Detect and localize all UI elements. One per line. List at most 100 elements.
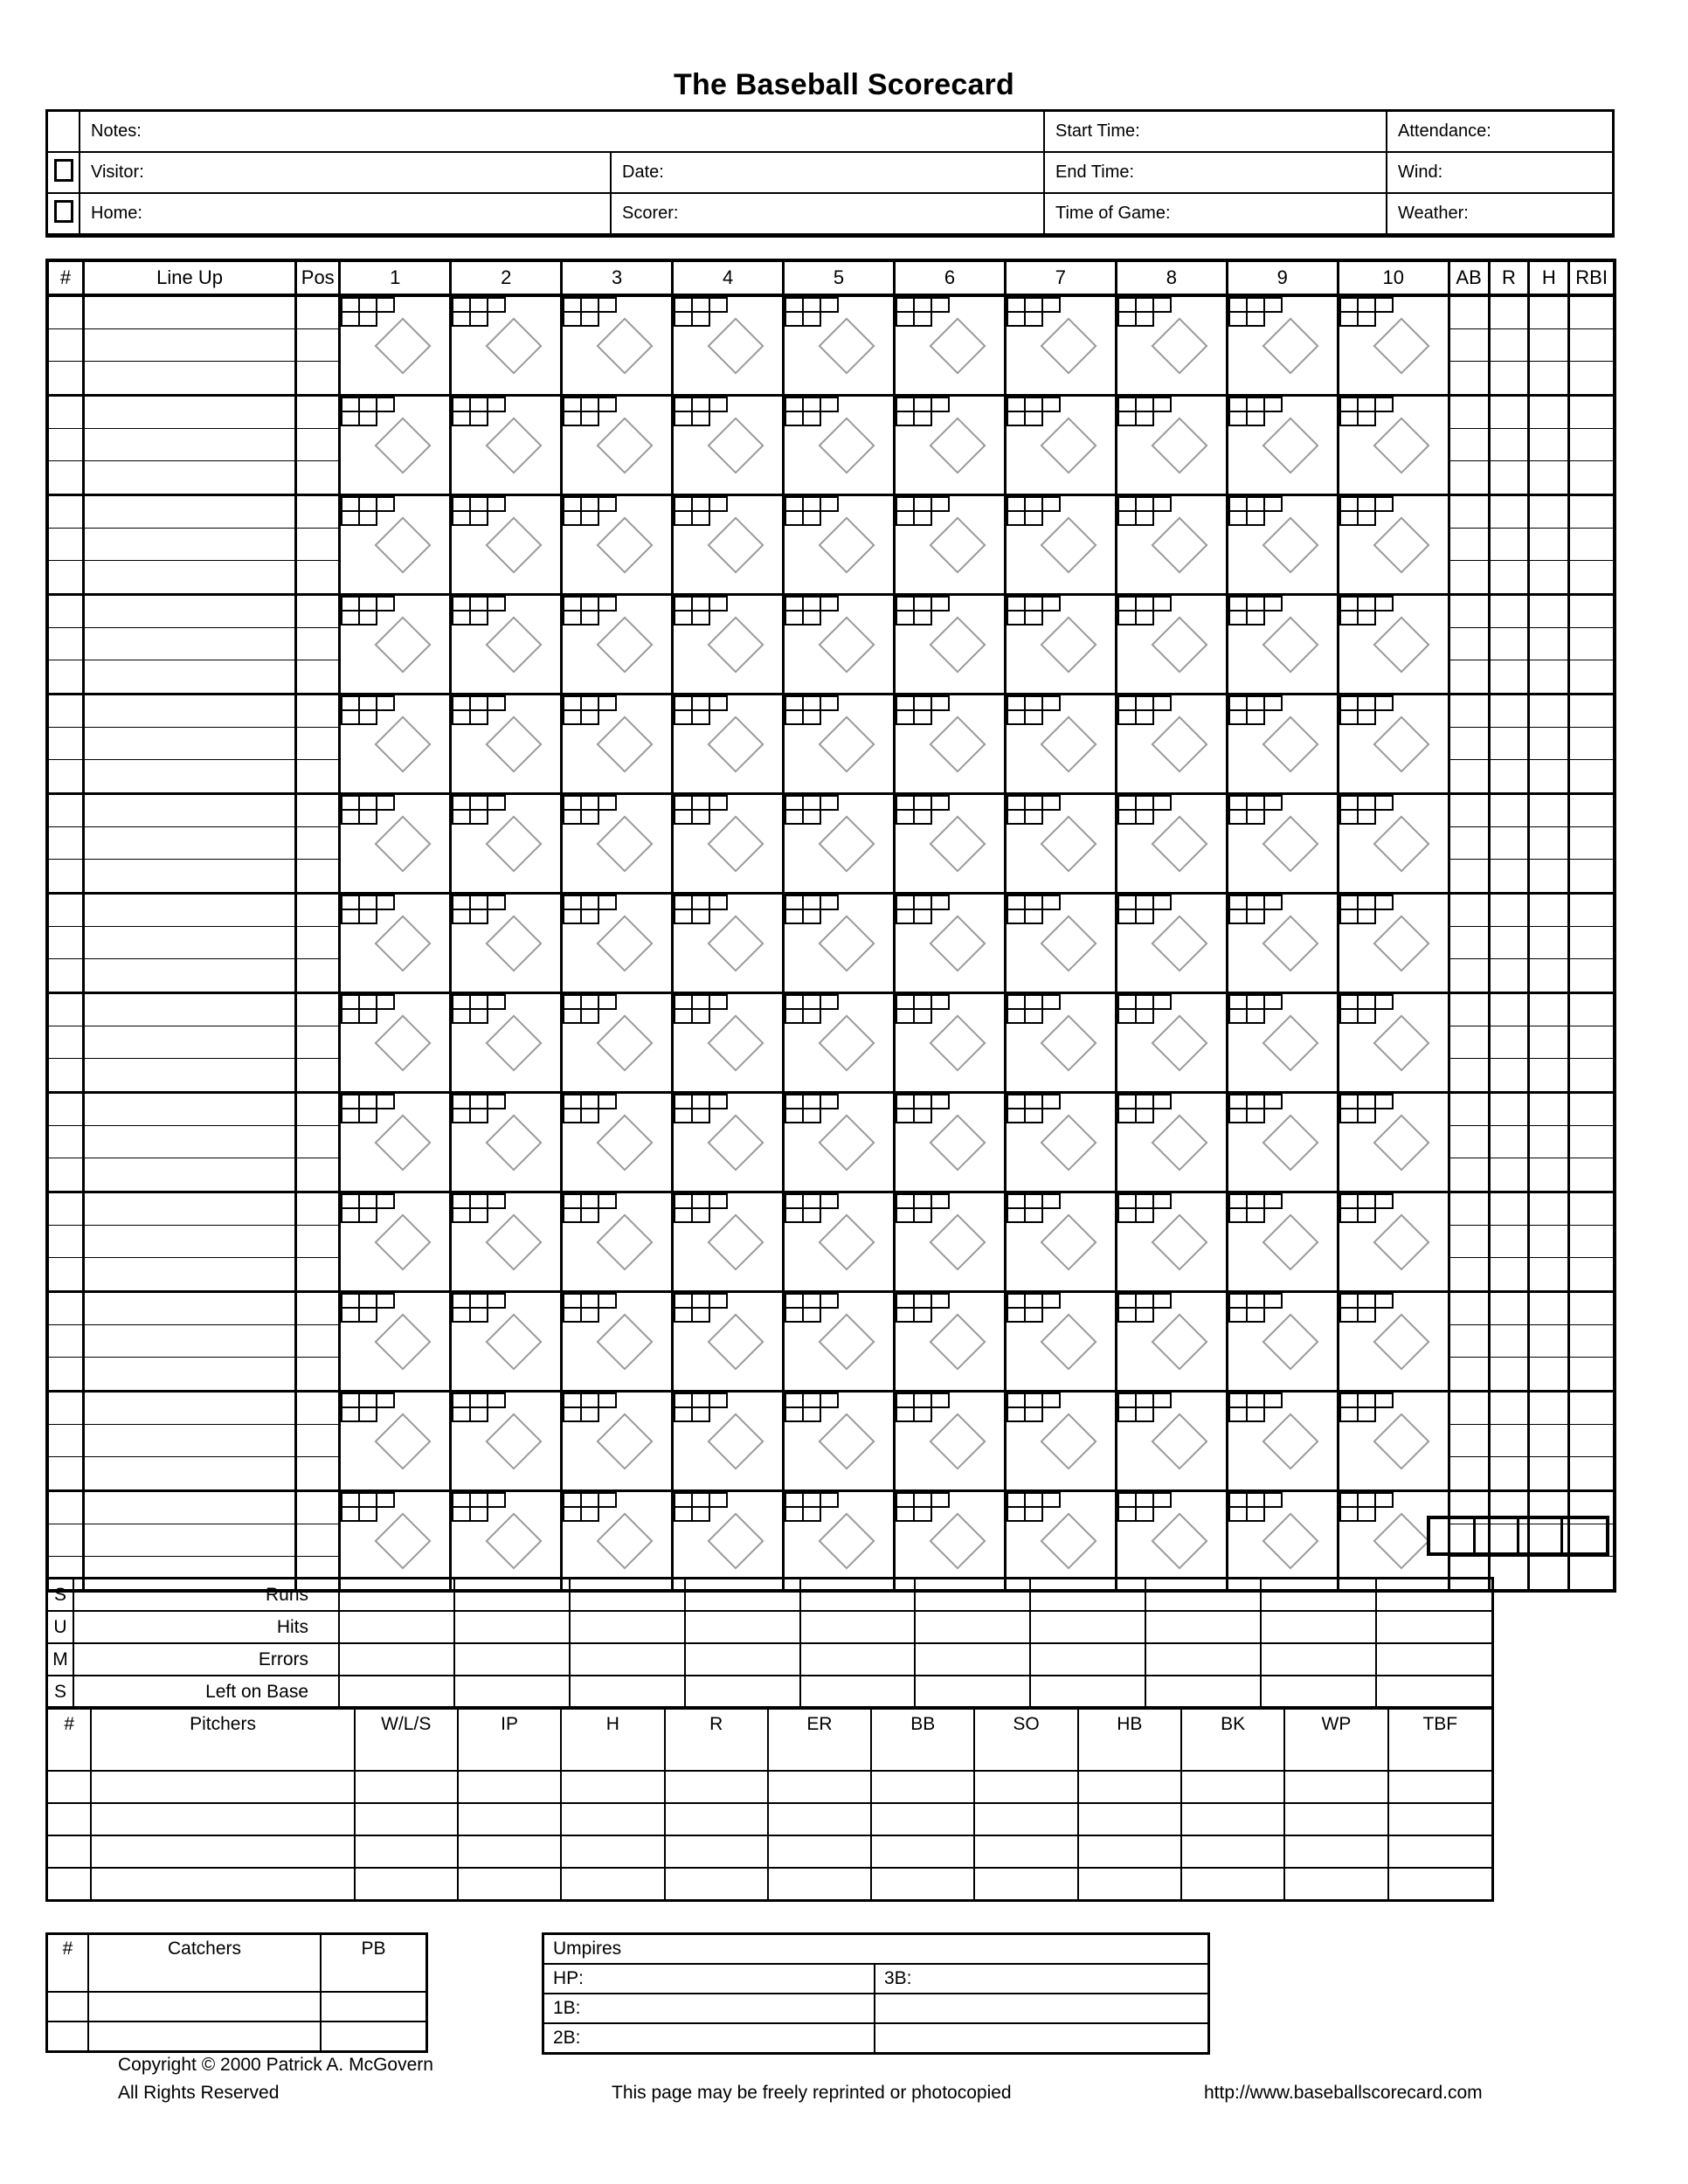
player-name-1-input[interactable] [84, 297, 295, 329]
inning-cell-p10-i8[interactable] [1116, 1192, 1228, 1293]
ball-box-1[interactable] [674, 610, 694, 625]
inning-cell-p1-i10[interactable] [1338, 295, 1450, 397]
strike-box-3[interactable] [820, 1094, 840, 1109]
ball-box-1[interactable] [1006, 809, 1026, 825]
player-number-8-input[interactable] [49, 1059, 82, 1091]
base-diamond[interactable] [707, 815, 764, 873]
ball-box-2[interactable] [1356, 809, 1376, 825]
base-diamond[interactable] [707, 417, 764, 474]
player-name-5-input[interactable] [85, 760, 294, 792]
player-8-stat-h-input[interactable] [1530, 1059, 1567, 1091]
player-3-stat-rbi-input[interactable] [1570, 561, 1613, 593]
pitchers-cell[interactable] [1180, 1835, 1286, 1869]
ball-box-1[interactable] [341, 1506, 361, 1522]
ball-box-1[interactable] [1117, 610, 1137, 625]
ball-box-1[interactable] [452, 411, 472, 426]
base-diamond[interactable] [1262, 1512, 1319, 1570]
player-4-stat-r-input[interactable] [1490, 596, 1528, 628]
wind-field[interactable]: Wind: [1386, 151, 1612, 194]
ball-box-2[interactable] [358, 709, 378, 725]
ball-box-2[interactable] [358, 411, 378, 426]
player-1-stat-rbi-input[interactable] [1570, 362, 1613, 394]
ball-box-1[interactable] [341, 1307, 361, 1323]
strike-box-3[interactable] [820, 994, 840, 1010]
base-diamond[interactable] [485, 1114, 543, 1171]
ball-box-1[interactable] [674, 510, 694, 526]
player-name-13-input[interactable] [84, 1492, 295, 1524]
strike-box-3[interactable] [598, 795, 618, 811]
ball-box-2[interactable] [802, 610, 822, 625]
player-9-stat-r-input[interactable] [1490, 1094, 1528, 1126]
strike-box-3[interactable] [930, 1393, 950, 1408]
player-8-stat-rbi-input[interactable] [1570, 1026, 1613, 1059]
total-rbi[interactable] [1562, 1519, 1606, 1552]
inning-cell-p5-i1[interactable] [339, 694, 453, 795]
sums-cell[interactable] [799, 1676, 917, 1707]
ball-box-2[interactable] [912, 1108, 932, 1123]
strike-box-3[interactable] [820, 695, 840, 711]
ball-box-2[interactable] [580, 1108, 600, 1123]
strike-box-3[interactable] [1373, 596, 1394, 612]
ball-box-1[interactable] [563, 809, 583, 825]
base-diamond[interactable] [1040, 1014, 1097, 1072]
base-diamond[interactable] [596, 317, 654, 375]
ball-box-1[interactable] [1117, 510, 1137, 526]
strike-box-3[interactable] [930, 596, 950, 612]
inning-cell-p8-i5[interactable] [783, 992, 896, 1094]
pitchers-cell[interactable] [48, 1771, 93, 1804]
base-diamond[interactable] [596, 1413, 654, 1470]
ball-box-2[interactable] [691, 610, 711, 625]
sums-cell[interactable] [1030, 1611, 1147, 1644]
ball-box-1[interactable] [674, 1307, 694, 1323]
player-number-10-input[interactable] [49, 1193, 82, 1226]
player-name-2-input[interactable] [84, 428, 295, 461]
inning-cell-p11-i8[interactable] [1116, 1291, 1228, 1393]
player-8-stat-ab-input[interactable] [1449, 1026, 1488, 1059]
player-11-stat-r-input[interactable] [1490, 1293, 1528, 1325]
ball-box-1[interactable] [674, 909, 694, 924]
ball-box-1[interactable] [563, 1207, 583, 1223]
player-3-stat-h-input[interactable] [1530, 496, 1568, 529]
sums-cell[interactable] [1261, 1579, 1378, 1612]
base-diamond[interactable] [818, 516, 875, 574]
inning-cell-p5-i6[interactable] [894, 694, 1007, 795]
player-4-stat-r-input[interactable] [1491, 660, 1528, 693]
sums-cell[interactable] [1376, 1579, 1491, 1612]
player-12-stat-ab-input[interactable] [1449, 1393, 1488, 1425]
ball-box-1[interactable] [785, 1506, 805, 1522]
base-diamond[interactable] [374, 1413, 432, 1470]
strike-box-3[interactable] [376, 397, 396, 412]
inning-cell-p7-i8[interactable] [1116, 893, 1228, 994]
ball-box-2[interactable] [691, 1008, 711, 1024]
ball-box-2[interactable] [1245, 709, 1265, 725]
base-diamond[interactable] [374, 616, 432, 674]
base-diamond[interactable] [707, 1014, 764, 1072]
ball-box-2[interactable] [802, 1008, 822, 1024]
pitchers-cell[interactable] [1180, 1739, 1286, 1772]
ball-box-2[interactable] [1356, 709, 1376, 725]
player-1-stat-ab-input[interactable] [1449, 328, 1488, 362]
visitor-checkbox[interactable] [53, 158, 73, 182]
base-diamond[interactable] [485, 516, 543, 574]
ball-box-1[interactable] [674, 1008, 694, 1024]
player-name-9-input[interactable] [84, 1125, 295, 1158]
inning-cell-p11-i2[interactable] [450, 1291, 564, 1393]
player-11-stat-h-input[interactable] [1530, 1324, 1568, 1358]
player-8-stat-r-input[interactable] [1490, 994, 1528, 1026]
player-name-6-input[interactable] [85, 860, 294, 892]
player-4-stat-ab-input[interactable] [1449, 596, 1488, 628]
home-checkbox-cell[interactable] [48, 192, 80, 235]
base-diamond[interactable] [596, 715, 654, 773]
player-12-stat-rbi-input[interactable] [1570, 1457, 1613, 1489]
pitchers-cell[interactable] [91, 1771, 356, 1804]
inning-cell-p4-i6[interactable] [894, 594, 1007, 695]
ball-box-1[interactable] [1228, 510, 1248, 526]
ball-box-1[interactable] [1006, 1008, 1026, 1024]
base-diamond[interactable] [1151, 915, 1208, 972]
player-pos-1-input[interactable] [297, 297, 339, 329]
ball-box-2[interactable] [691, 1506, 711, 1522]
pitchers-cell[interactable] [974, 1771, 1079, 1804]
base-diamond[interactable] [1373, 1114, 1430, 1171]
strike-box-3[interactable] [1041, 496, 1061, 512]
strike-box-3[interactable] [598, 297, 618, 313]
